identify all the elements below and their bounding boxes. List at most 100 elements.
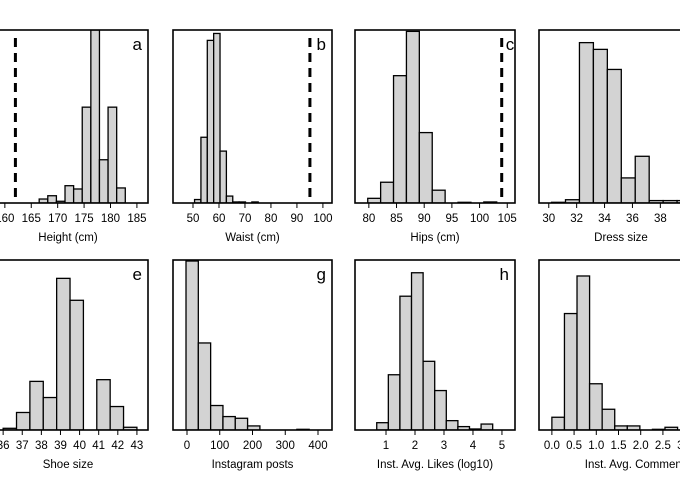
x-tick-label: 85 [390,213,403,225]
x-tick-label: 30 [542,213,555,225]
panel-letter: b [317,35,326,54]
x-tick-label: 0.5 [566,440,582,452]
histogram-bar [376,422,389,430]
x-tick-label: 3.0 [677,440,680,452]
panel-letter: c [506,35,515,54]
x-tick-label: 90 [291,213,304,225]
bars [2,277,138,430]
histogram-bar [234,417,249,430]
x-tick-label: 2 [412,440,418,452]
histogram-bar [551,416,566,430]
x-axis-label: Shoe size [43,459,94,471]
panel-g: 0 100 200 300 400 Instagram posts g [172,259,333,471]
histogram-bar [69,299,85,430]
x-tick-label: 34 [598,213,611,225]
histogram-bar [387,374,401,430]
panel-letter: a [133,35,143,54]
histogram-bar [588,383,603,430]
x-tick-label: 43 [131,440,144,452]
x-axis-label: Inst. Avg. Likes (log10) [377,459,493,471]
panel-c: 80 85 90 95 100 105 Hips (cm) c [354,29,517,244]
histogram-bar [480,423,494,430]
histogram-bar [601,408,616,430]
histogram-bar [64,185,75,203]
histogram-bar [592,48,608,203]
plot-frame [354,29,516,204]
x-tick-label: 400 [308,440,327,452]
histogram-bar [392,75,408,203]
histogram-bar [42,396,58,430]
x-tick-label: 41 [92,440,105,452]
panel-e: 36 37 38 39 40 41 42 43 Shoe size e [0,259,149,471]
x-axis-label: Instagram posts [212,459,294,471]
plot-frame [538,259,680,431]
x-tick-label: 100 [313,213,332,225]
histogram-bar [222,415,236,430]
x-tick-label: 38 [654,213,667,225]
x-tick-label: 32 [570,213,583,225]
histogram-bar [434,389,447,430]
x-tick-label: 105 [498,213,517,225]
histogram-bar [98,159,109,203]
x-tick-label: 2.5 [655,440,671,452]
histogram-bar [576,275,591,430]
x-tick-label: 36 [0,440,10,452]
panel-letter: g [317,265,326,284]
x-tick-label: 4 [470,440,477,452]
histogram-bar [578,41,595,203]
histogram-bar [206,39,215,203]
histogram-bar [197,342,212,430]
panel-a: 160 165 170 175 180 185 Height (cm) a [0,29,149,244]
plot-frame [354,259,516,431]
histogram-bar [225,195,234,203]
histogram-bar [422,360,436,430]
x-tick-label: 1.0 [588,440,604,452]
bars [193,32,259,203]
panel-h: 1 2 3 4 5 Inst. Avg. Likes (log10) h [354,259,516,471]
histogram-bar [116,187,126,203]
x-tick-label: 200 [243,440,262,452]
x-tick-label: 95 [445,213,458,225]
histogram-bar [96,379,111,430]
histogram-bar [620,177,636,203]
plot-frame [172,29,333,204]
plot-frame [0,259,149,431]
histogram-bar [606,68,622,203]
bars [38,30,126,203]
histogram-bar [379,181,395,203]
x-tick-label: 0.0 [544,440,560,452]
histogram-bar [219,150,228,203]
histogram-bar [634,155,650,203]
bars [185,260,310,430]
histogram-bar [90,30,101,203]
panel-letter: e [133,265,142,284]
histogram-bar [213,32,221,203]
plot-frame [538,29,680,204]
x-tick-label: 3 [441,440,447,452]
bars [551,275,679,430]
histogram-bar [185,260,199,430]
histogram-bar [107,106,118,203]
histogram-bar [676,199,680,203]
x-tick-label: 100 [470,213,489,225]
x-tick-label: 0 [184,440,190,452]
x-tick-label: 50 [187,213,200,225]
x-axis-label: Hips (cm) [410,232,459,244]
x-tick-label: 36 [626,213,639,225]
x-tick-label: 180 [101,213,120,225]
histogram-bar [56,277,71,430]
x-tick-label: 170 [48,213,67,225]
histogram-bar [457,425,471,430]
bars [367,30,498,203]
x-tick-label: 70 [239,213,252,225]
histogram-bar [209,404,224,430]
x-axis-label: Height (cm) [38,232,98,244]
x-tick-label: 80 [265,213,278,225]
x-tick-label: 39 [54,440,67,452]
histogram-bar [15,411,31,430]
x-tick-label: 80 [362,213,375,225]
x-tick-label: 40 [73,440,86,452]
x-tick-label: 90 [418,213,431,225]
x-tick-label: 300 [276,440,295,452]
histogram-bar [626,425,641,430]
